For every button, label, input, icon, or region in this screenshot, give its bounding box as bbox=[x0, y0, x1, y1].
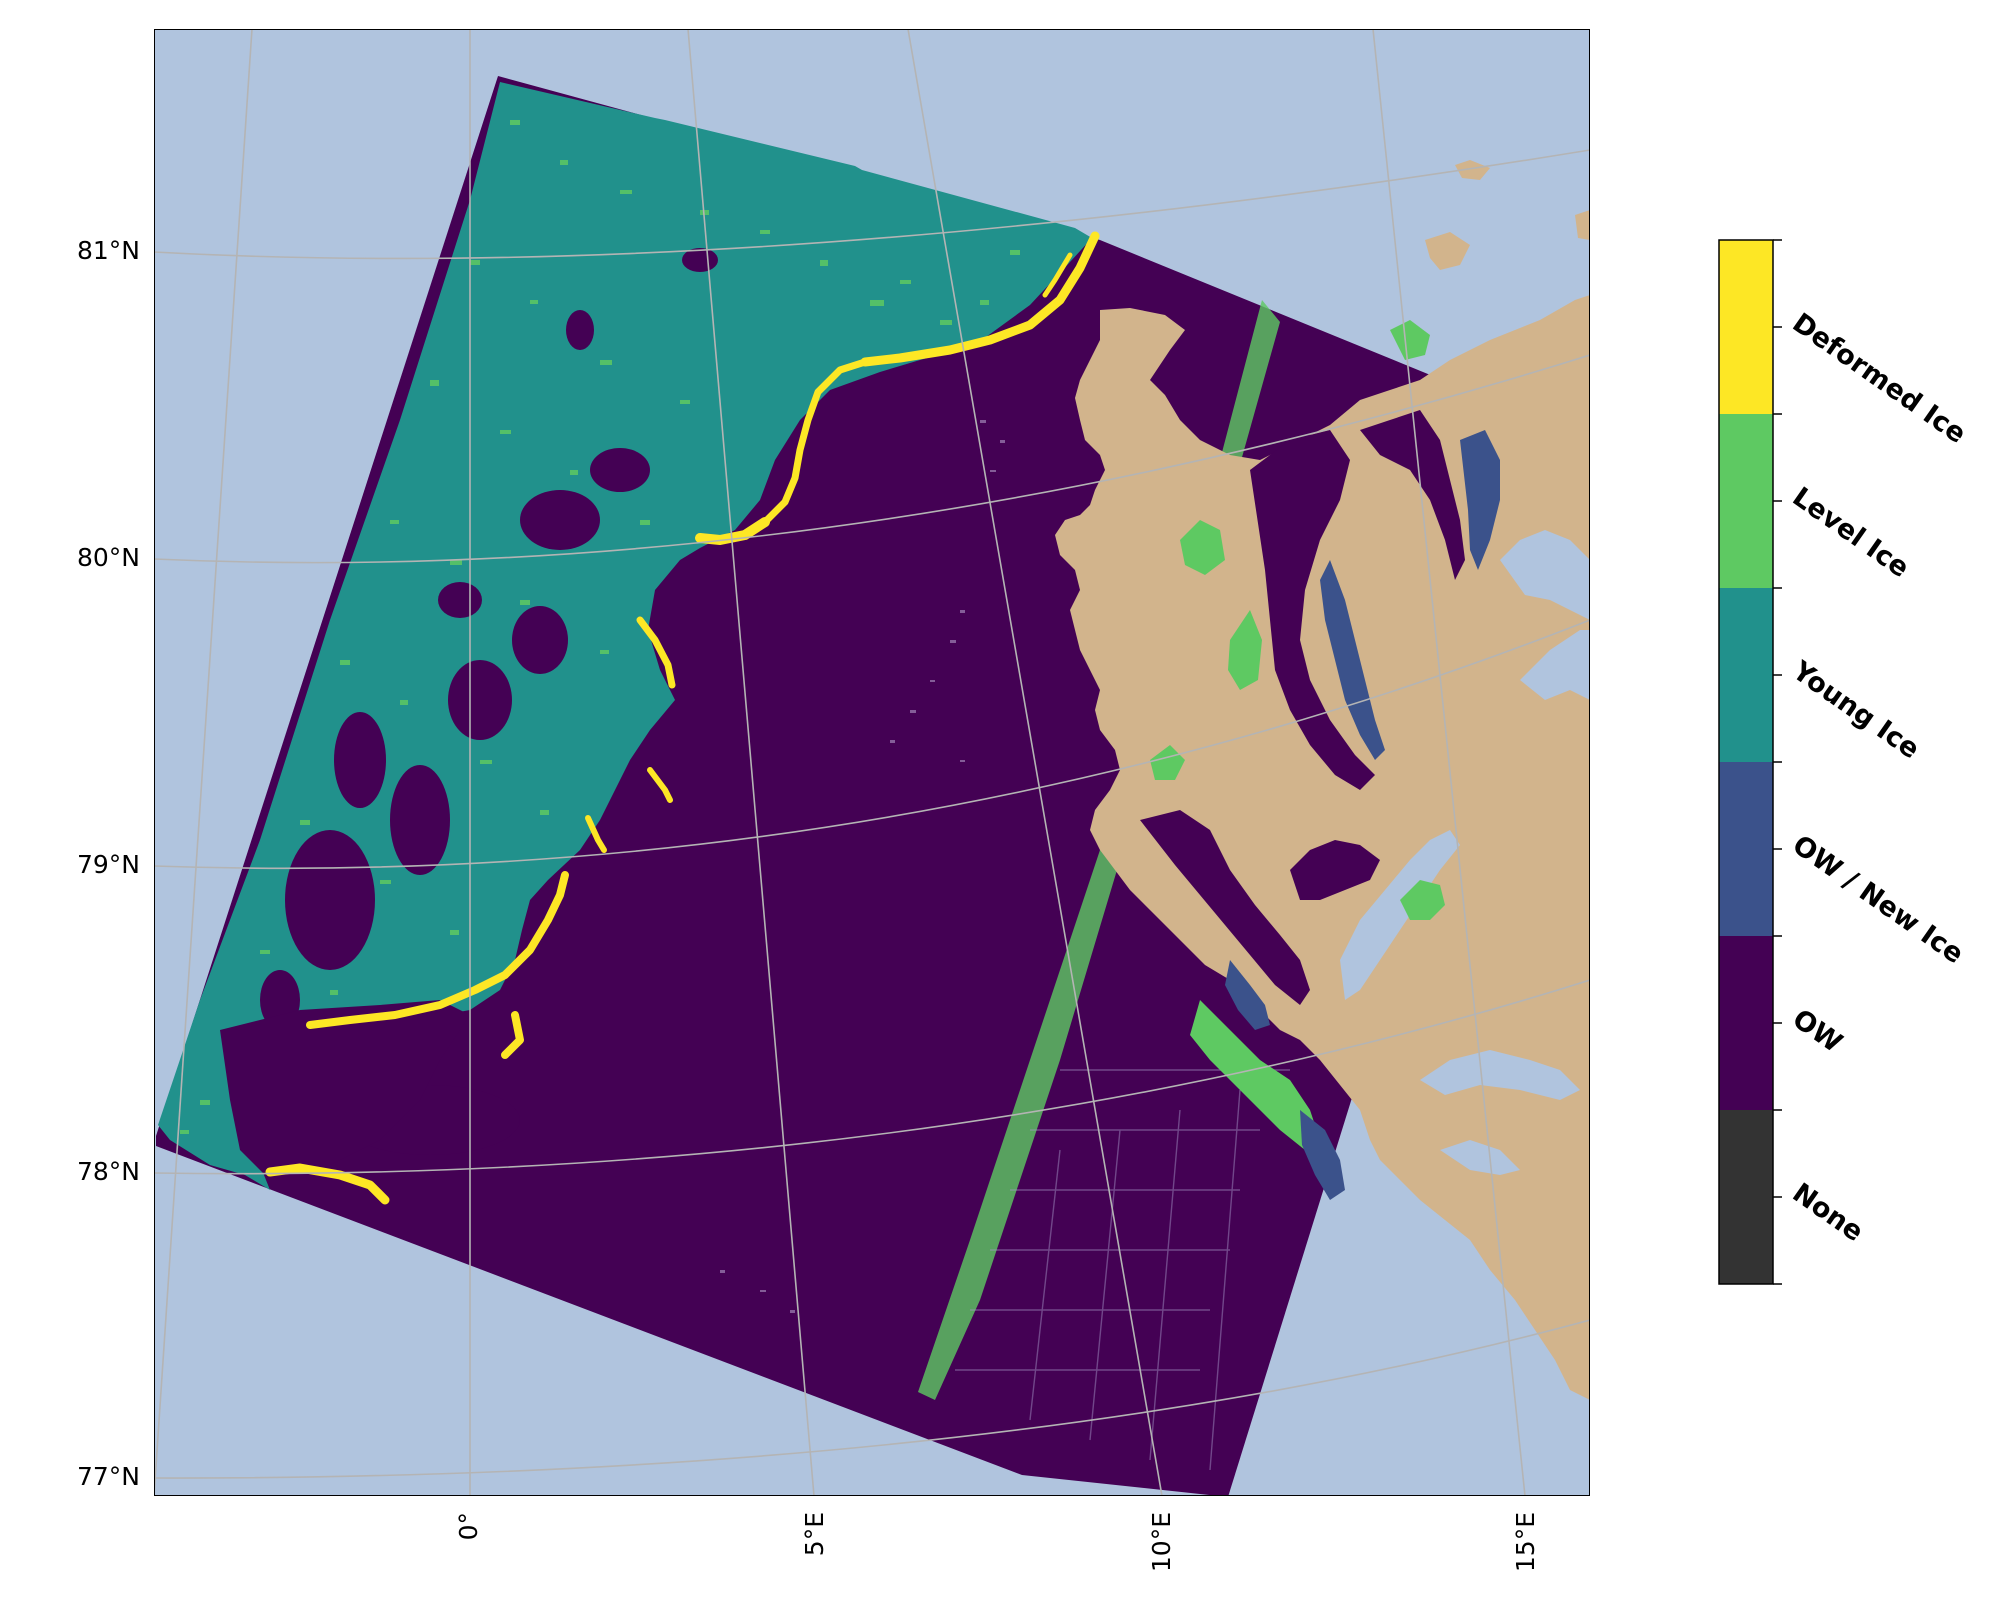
graticule-lat-80 bbox=[154, 354, 1590, 564]
colorbar-label: Level Ice bbox=[1787, 481, 1915, 584]
lat-label-78: 78°N bbox=[77, 1157, 140, 1186]
longitude-labels: 0° 5°E 10°E 15°E bbox=[454, 1512, 1540, 1572]
graticule-lon-m5 bbox=[154, 29, 253, 1496]
graticule-lon-5 bbox=[687, 29, 815, 1496]
young-ice-region bbox=[158, 82, 1092, 1190]
class-colorbar-legend: Deformed Ice Level Ice Young Ice OW / New I… bbox=[1718, 239, 1972, 1285]
colorbar-swatch-ow-new-ice bbox=[1719, 762, 1773, 936]
ow-bay-southwest bbox=[220, 1000, 470, 1180]
colorbar-label: OW bbox=[1787, 1003, 1848, 1059]
graticule-lat-81 bbox=[154, 149, 1590, 260]
map-panel bbox=[154, 29, 1590, 1496]
lat-label-80: 80°N bbox=[77, 543, 140, 572]
colorbar-swatch-none bbox=[1719, 1110, 1773, 1284]
colorbar-label: Deformed Ice bbox=[1787, 307, 1972, 449]
coastal-ice bbox=[1140, 320, 1500, 1200]
lat-label-79: 79°N bbox=[77, 850, 140, 879]
colorbar-frame bbox=[1718, 239, 1774, 1285]
lon-label-15e: 15°E bbox=[1511, 1512, 1540, 1572]
ow-speckle-noise bbox=[720, 420, 1005, 1313]
colorbar-swatch-young-ice bbox=[1719, 588, 1773, 762]
graticule-lat-77 bbox=[154, 1319, 1590, 1479]
colorbar-swatch-ow bbox=[1719, 936, 1773, 1110]
colorbar-label: None bbox=[1787, 1177, 1869, 1248]
lat-label-81: 81°N bbox=[77, 236, 140, 265]
graticule-lon-15 bbox=[1372, 29, 1526, 1496]
graticule-lon-10 bbox=[907, 29, 1163, 1496]
lat-label-77: 77°N bbox=[77, 1462, 140, 1491]
level-ice-speckles bbox=[180, 120, 1020, 1134]
graticule-lat-78 bbox=[154, 979, 1590, 1175]
graticule-lat-79 bbox=[154, 619, 1590, 870]
fjords bbox=[1340, 530, 1590, 1175]
colorbar-swatch-level-ice bbox=[1719, 414, 1773, 588]
colorbar-label: Young Ice bbox=[1786, 655, 1925, 765]
lon-label-10e: 10°E bbox=[1147, 1512, 1176, 1572]
latitude-labels: 81°N 80°N 79°N 78°N 77°N bbox=[77, 236, 140, 1491]
deformed-ice-edge bbox=[265, 231, 1100, 1205]
graticule bbox=[154, 29, 1590, 1496]
land-northeast-patches bbox=[1425, 160, 1590, 270]
colorbar-swatch-deformed-ice bbox=[1719, 240, 1773, 414]
colorbar-label: OW / New Ice bbox=[1787, 829, 1969, 970]
lon-label-0: 0° bbox=[454, 1512, 483, 1540]
lon-label-5e: 5°E bbox=[800, 1512, 829, 1556]
